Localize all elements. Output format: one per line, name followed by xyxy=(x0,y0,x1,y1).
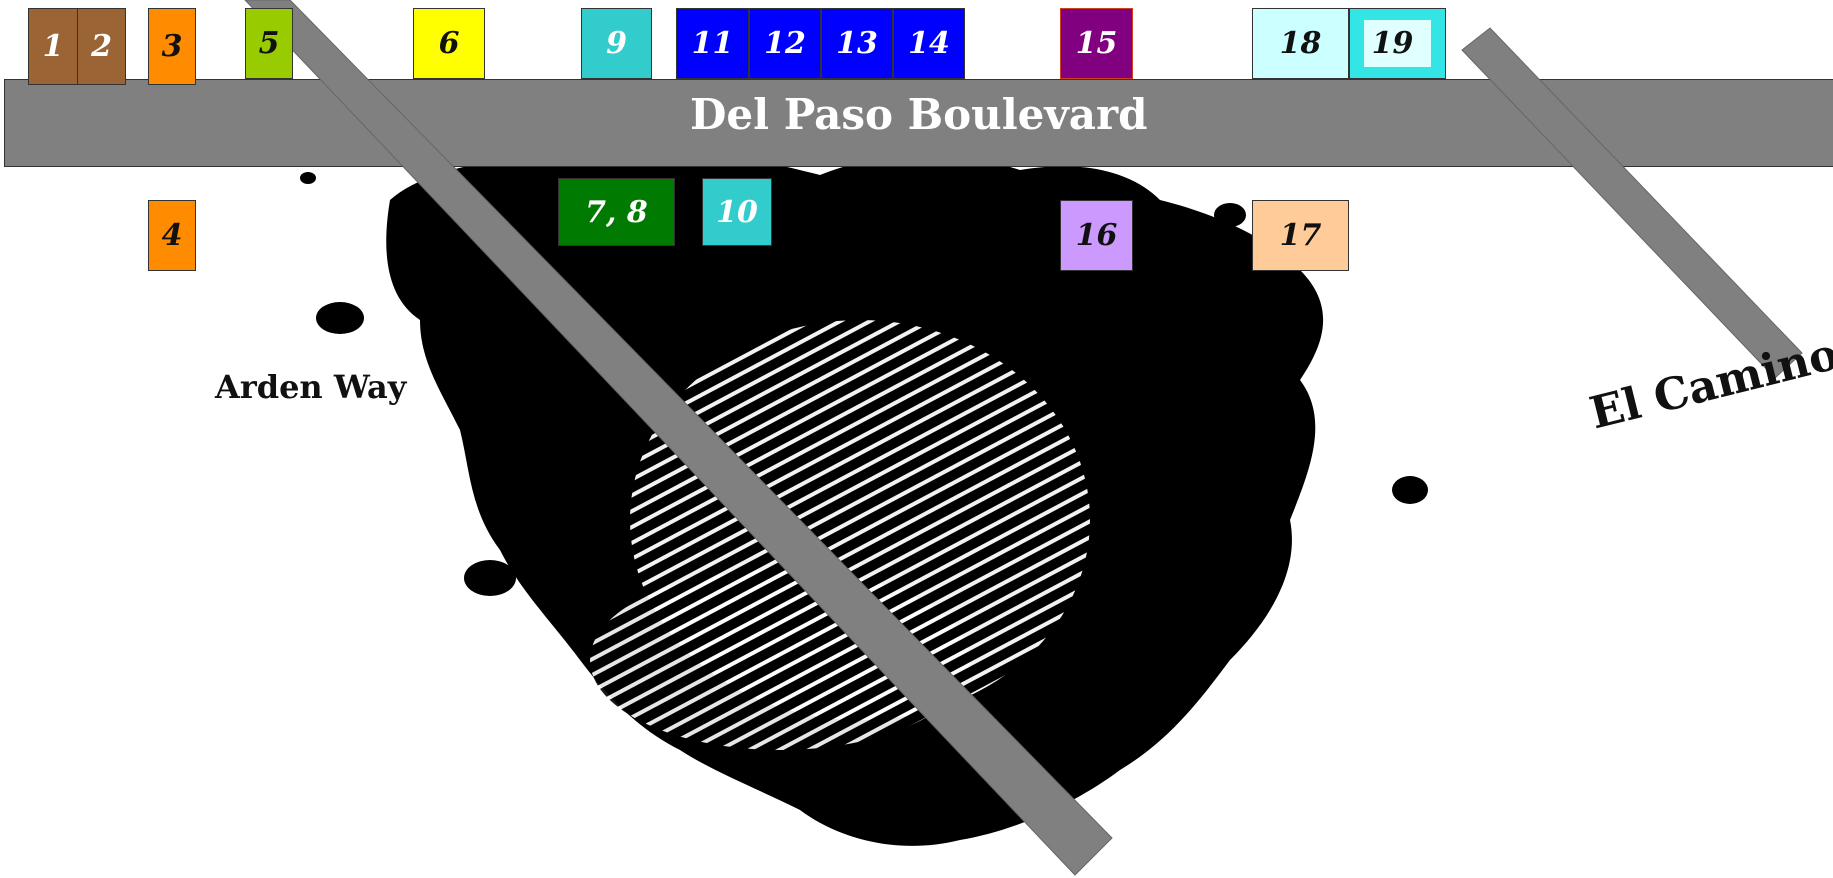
lot-marker-10[interactable]: 10 xyxy=(702,178,772,246)
lot-marker-6[interactable]: 6 xyxy=(413,8,485,79)
lot-number: 19 xyxy=(1363,20,1432,67)
ink-drop xyxy=(464,560,516,596)
lot-marker-4[interactable]: 4 xyxy=(148,200,196,271)
lot-marker-16[interactable]: 16 xyxy=(1060,200,1133,271)
lot-number: 18 xyxy=(1279,26,1322,61)
lot-number: 6 xyxy=(438,26,460,61)
ink-drop xyxy=(1200,600,1240,620)
lot-number: 9 xyxy=(606,26,627,61)
lot-marker-13[interactable]: 13 xyxy=(821,8,893,79)
street-label-del-paso: Del Paso Boulevard xyxy=(690,90,1148,139)
lot-number: 3 xyxy=(161,29,183,64)
lot-number: 4 xyxy=(161,218,183,253)
ink-drop xyxy=(316,302,364,334)
lot-number: 7, 8 xyxy=(585,194,648,230)
lot-number: 12 xyxy=(764,26,806,61)
fingerprint-lower xyxy=(590,570,970,750)
lot-marker-2[interactable]: 2 xyxy=(77,8,126,85)
lot-number: 14 xyxy=(908,26,950,61)
lot-number: 2 xyxy=(91,29,112,64)
lot-marker-17[interactable]: 17 xyxy=(1252,200,1349,271)
lot-marker-14[interactable]: 14 xyxy=(893,8,965,79)
lot-marker-7-8[interactable]: 7, 8 xyxy=(558,178,675,246)
lot-number: 13 xyxy=(836,26,878,61)
lot-marker-1[interactable]: 1 xyxy=(28,8,78,85)
lot-marker-15[interactable]: 15 xyxy=(1060,8,1133,79)
lot-number: 10 xyxy=(716,194,758,230)
street-label-arden-way: Arden Way xyxy=(215,368,407,406)
lot-marker-19[interactable]: 19 xyxy=(1349,8,1446,79)
lot-marker-9[interactable]: 9 xyxy=(581,8,652,79)
lot-number: 5 xyxy=(258,26,280,61)
lot-marker-11[interactable]: 11 xyxy=(676,8,749,79)
lot-marker-18[interactable]: 18 xyxy=(1252,8,1349,79)
lot-marker-12[interactable]: 12 xyxy=(749,8,821,79)
lot-number: 15 xyxy=(1075,26,1118,61)
lot-number: 16 xyxy=(1075,218,1118,253)
lot-number: 1 xyxy=(42,29,64,64)
lot-marker-3[interactable]: 3 xyxy=(148,8,196,85)
lot-marker-5[interactable]: 5 xyxy=(245,8,293,79)
ink-drop xyxy=(300,172,316,184)
ink-drop xyxy=(1392,476,1428,504)
ink-drop xyxy=(1214,203,1246,227)
lot-number: 17 xyxy=(1279,218,1322,253)
lot-number: 11 xyxy=(691,26,734,61)
